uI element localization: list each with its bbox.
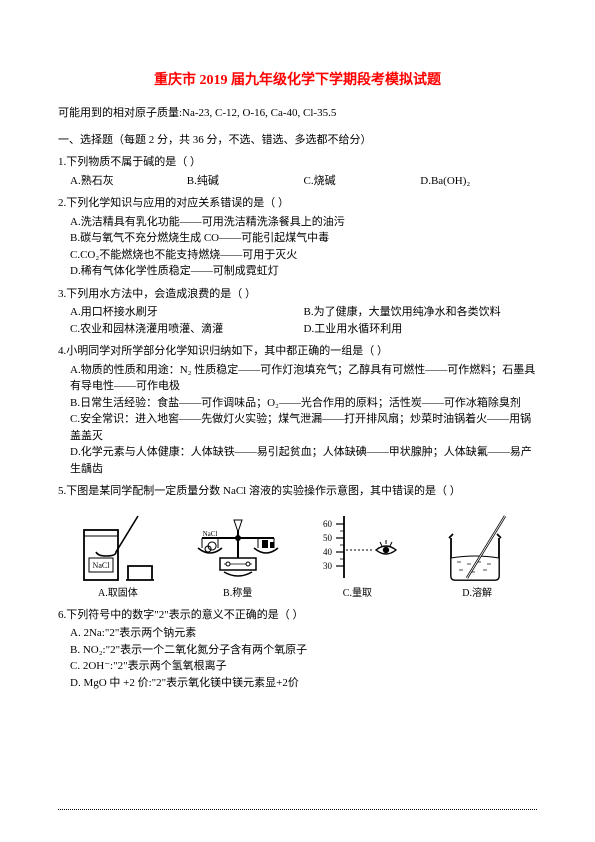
balance-scale-icon: NaCl [190,512,286,584]
q3-opt-b: B.为了健康，大量饮用纯净水和各类饮料 [304,304,538,321]
balance-paper-label: NaCl [202,530,217,538]
question-2: 2.下列化学知识与应用的对应关系错误的是（ ） A.洗洁精具有乳化功能——可用洗… [58,195,537,280]
question-6: 6.下列符号中的数字"2"表示的意义不正确的是（ ） A. 2Na:"2"表示两… [58,607,537,692]
q5-fig-b: NaCl B.称量 [180,512,295,601]
q1-stem: 1.下列物质不属于碱的是（ ） [58,154,537,171]
q4-options: A.物质的性质和用途：N₂ 性质稳定——可作灯泡填充气；乙醇具有可燃性——可作燃… [70,362,537,478]
q1-opt-b: B.纯碱 [187,173,304,190]
q5-figure-row: NaCl A.取固体 NaCl [58,512,537,601]
instruction-text: 可能用到的相对原子质量:Na-23, C-12, O-16, Ca-40, Cl… [58,105,537,122]
q2-stem: 2.下列化学知识与应用的对应关系错误的是（ ） [58,195,537,212]
question-1: 1.下列物质不属于碱的是（ ） A.熟石灰 B.纯碱 C.烧碱 D.Ba(OH)… [58,154,537,189]
q4-opt-a: A.物质的性质和用途：N₂ 性质稳定——可作灯泡填充气；乙醇具有可燃性——可作燃… [70,362,537,395]
tick-40: 40 [323,547,333,557]
jar-label: NaCl [92,561,110,570]
page-title: 重庆市 2019 届九年级化学下学期段考模拟试题 [58,70,537,91]
q2-opt-c: C.CO₂不能燃烧也不能支持燃烧——可用于灭火 [70,247,537,264]
beaker-stir-icon [437,512,517,584]
q4-opt-d: D.化学元素与人体健康：人体缺铁——易引起贫血；人体缺碘——甲状腺肿；人体缺氟—… [70,444,537,477]
q4-stem: 4.小明同学对所学部分化学知识归纳如下，其中都正确的一组是（ ） [58,343,537,360]
q3-opt-c: C.农业和园林浇灌用喷灌、滴灌 [70,321,304,338]
q5-fig-a: NaCl A.取固体 [60,512,175,601]
q5-cap-c: C.量取 [300,586,415,601]
q3-opt-a: A.用口杯接水刷牙 [70,304,304,321]
q1-opt-c: C.烧碱 [304,173,421,190]
q5-fig-c: 60 50 40 30 C.量取 [300,512,415,601]
q3-stem: 3.下列用水方法中，会造成浪费的是（ ） [58,286,537,303]
q2-opt-b: B.碳与氧气不充分燃烧生成 CO——可能引起煤气中毒 [70,230,537,247]
question-3: 3.下列用水方法中，会造成浪费的是（ ） A.用口杯接水刷牙 B.为了健康，大量… [58,286,537,338]
q2-opt-d: D.稀有气体化学性质稳定——可制成霓虹灯 [70,263,537,280]
q6-opt-d: D. MgO 中 +2 价:"2"表示氧化镁中镁元素显+2价 [70,675,537,692]
q5-cap-b: B.称量 [180,586,295,601]
q6-opt-c: C. 2OH⁻:"2"表示两个氢氧根离子 [70,658,537,675]
q4-opt-c: C.安全常识：进入地窖——先做灯火实验；煤气泄漏——打开排风扇；炒菜时油锅着火—… [70,411,537,444]
section-1-heading: 一、选择题（每题 2 分，共 36 分，不选、错选、多选都不给分） [58,132,537,149]
q3-options: A.用口杯接水刷牙 B.为了健康，大量饮用纯净水和各类饮料 C.农业和园林浇灌用… [70,304,537,337]
q5-fig-d: D.溶解 [420,512,535,601]
q6-stem: 6.下列符号中的数字"2"表示的意义不正确的是（ ） [58,607,537,624]
q6-opt-b: B. NO₂:"2"表示一个二氧化氮分子含有两个氧原子 [70,642,537,659]
q2-opt-a: A.洗洁精具有乳化功能——可用洗洁精洗涤餐具上的油污 [70,214,537,231]
q3-opt-d: D.工业用水循环利用 [304,321,538,338]
q1-opt-a: A.熟石灰 [70,173,187,190]
tick-50: 50 [323,533,333,543]
q4-opt-b: B.日常生活经验：食盐——可作调味品；O₂——光合作用的原料；活性炭——可作冰箱… [70,395,537,412]
question-4: 4.小明同学对所学部分化学知识归纳如下，其中都正确的一组是（ ） A.物质的性质… [58,343,537,477]
q5-cap-d: D.溶解 [420,586,535,601]
tick-30: 30 [323,561,333,571]
q5-cap-a: A.取固体 [60,586,175,601]
q1-opt-d: D.Ba(OH)₂ [420,173,537,190]
q5-stem: 5.下图是某同学配制一定质量分数 NaCl 溶液的实验操作示意图，其中错误的是（… [58,483,537,500]
q2-options: A.洗洁精具有乳化功能——可用洗洁精洗涤餐具上的油污 B.碳与氧气不充分燃烧生成… [70,214,537,280]
question-5: 5.下图是某同学配制一定质量分数 NaCl 溶液的实验操作示意图，其中错误的是（… [58,483,537,601]
jar-spoon-icon: NaCl [78,512,158,584]
q6-opt-a: A. 2Na:"2"表示两个钠元素 [70,625,537,642]
footer-divider [58,809,537,810]
graduated-cylinder-icon: 60 50 40 30 [312,512,402,584]
tick-60: 60 [323,519,333,529]
q6-options: A. 2Na:"2"表示两个钠元素 B. NO₂:"2"表示一个二氧化氮分子含有… [70,625,537,691]
q1-options: A.熟石灰 B.纯碱 C.烧碱 D.Ba(OH)₂ [70,173,537,190]
